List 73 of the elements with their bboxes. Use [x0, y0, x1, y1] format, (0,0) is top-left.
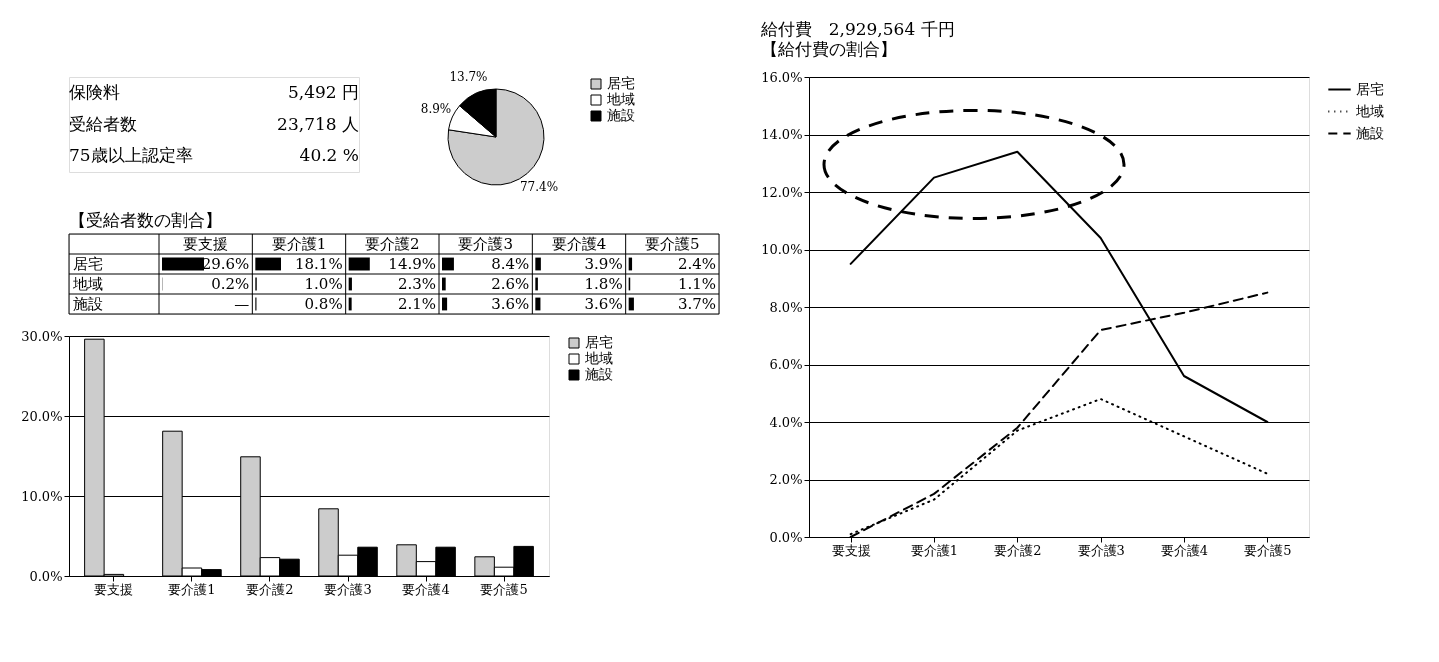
data-label: 14.9% — [388, 255, 436, 273]
x-tick-label: 要介護2 — [365, 235, 420, 253]
data-label: 0.2% — [211, 275, 250, 293]
y-tick-label: 4.0% — [769, 414, 803, 430]
legend-label: 地域 — [584, 350, 613, 366]
data-label: 3.6% — [491, 295, 530, 313]
x-tick-label: 要介護3 — [1077, 542, 1125, 558]
text: — — [234, 295, 250, 313]
chart-title: 給付費 2,929,564 千円 — [759, 19, 955, 39]
y-tick-label: 0.0% — [769, 529, 803, 545]
x-tick-label: 要介護5 — [1244, 542, 1292, 558]
y-tick-label: 14.0% — [761, 127, 803, 142]
text: 75歳以上認定率 — [69, 145, 193, 166]
data-label: 0.8% — [304, 295, 343, 313]
x-tick-label: 要介護2 — [994, 542, 1042, 558]
y-tick-label: 10.0% — [21, 488, 63, 504]
data-label: 18.1% — [295, 255, 343, 273]
legend-label: 地域 — [1355, 102, 1384, 119]
data-label: 1.8% — [584, 275, 623, 293]
text: 保険料 — [69, 81, 120, 102]
text: 40.2 % — [299, 145, 359, 166]
y-tick-label: 居宅 — [73, 255, 103, 273]
x-tick-label: 要支援 — [94, 581, 134, 597]
y-tick-label: 8.0% — [769, 299, 803, 315]
chart-title: 【受給者数の割合】 — [68, 209, 222, 230]
x-tick-label: 要介護2 — [246, 581, 294, 597]
data-label: 77.4% — [519, 180, 559, 195]
text: 5,492 円 — [287, 81, 359, 102]
legend-label: 居宅 — [585, 334, 613, 350]
data-label: 1.1% — [677, 275, 716, 293]
y-tick-label: 16.0% — [761, 69, 803, 85]
x-tick-label: 要介護3 — [458, 235, 513, 253]
data-label: 2.1% — [397, 295, 436, 313]
x-tick-label: 要支援 — [831, 542, 871, 558]
y-tick-label: 2.0% — [769, 472, 803, 487]
data-label: 29.6% — [201, 255, 250, 273]
x-tick-label: 要介護1 — [271, 235, 327, 253]
data-label: 2.4% — [677, 255, 716, 273]
y-tick-label: 10.0% — [761, 242, 803, 257]
x-tick-label: 要介護4 — [1160, 542, 1209, 558]
legend-label: 施設 — [585, 366, 613, 382]
data-label: 3.9% — [584, 255, 623, 273]
y-tick-label: 地域 — [72, 275, 103, 293]
text: 23,718 人 — [277, 113, 359, 134]
x-tick-label: 要介護5 — [645, 235, 700, 253]
x-tick-label: 要介護5 — [480, 581, 528, 597]
legend-label: 施設 — [1356, 124, 1384, 141]
chart-subtitle: 【給付費の割合】 — [760, 39, 897, 59]
legend-label: 居宅 — [1356, 80, 1384, 97]
data-label: 2.3% — [397, 275, 436, 293]
data-label: 8.9% — [420, 102, 452, 117]
x-tick-label: 要介護1 — [910, 542, 959, 558]
legend-label: 地域 — [606, 91, 635, 107]
data-label: 3.6% — [584, 295, 623, 313]
x-tick-label: 要支援 — [183, 235, 229, 253]
y-tick-label: 6.0% — [769, 357, 803, 372]
y-tick-label: 0.0% — [29, 568, 63, 584]
y-tick-label: 30.0% — [21, 328, 63, 344]
data-label: 13.7% — [449, 70, 488, 85]
data-label: 3.7% — [677, 295, 716, 313]
data-label: 8.4% — [491, 255, 530, 273]
legend-label: 居宅 — [607, 75, 635, 91]
data-label: 2.6% — [491, 275, 530, 293]
x-tick-label: 要介護4 — [551, 235, 607, 253]
x-tick-label: 要介護3 — [324, 581, 372, 597]
y-tick-label: 20.0% — [21, 408, 63, 424]
legend-label: 施設 — [607, 107, 635, 123]
y-tick-label: 施設 — [73, 295, 103, 313]
data-label: 1.0% — [304, 275, 343, 293]
x-tick-label: 要介護4 — [402, 581, 450, 597]
text: 受給者数 — [69, 113, 137, 134]
x-tick-label: 要介護1 — [168, 581, 216, 597]
y-tick-label: 12.0% — [761, 184, 803, 200]
